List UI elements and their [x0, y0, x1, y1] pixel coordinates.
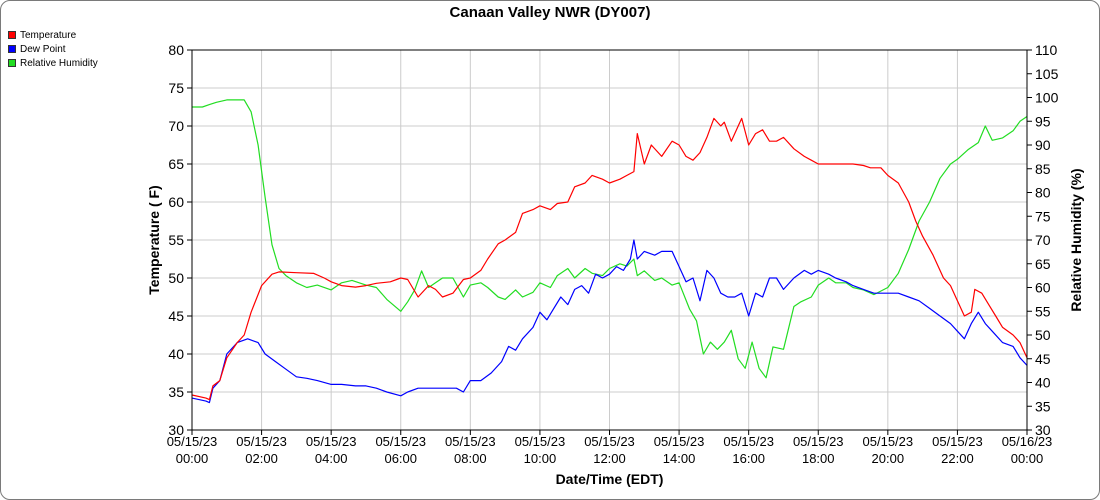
legend-label-dew-point: Dew Point	[20, 43, 66, 55]
legend: Temperature Dew Point Relative Humidity	[8, 28, 98, 70]
x-tick-date: 05/15/23	[236, 434, 287, 449]
right-tick-label: 105	[1035, 66, 1059, 82]
series-layer	[191, 99, 1028, 404]
right-tick-label: 30	[1035, 422, 1051, 438]
x-tick-time: 04:00	[315, 451, 348, 466]
x-tick-date: 05/15/23	[515, 434, 566, 449]
legend-swatch-temperature	[8, 31, 16, 39]
x-tick-date: 05/15/23	[167, 434, 218, 449]
left-tick-label: 45	[168, 308, 184, 324]
legend-item-temperature: Temperature	[8, 28, 98, 42]
x-tick-time: 08:00	[454, 451, 487, 466]
left-tick-label: 80	[168, 42, 184, 58]
x-tick-date: 05/15/23	[375, 434, 426, 449]
right-tick-label: 50	[1035, 327, 1051, 343]
left-tick-label: 75	[168, 80, 184, 96]
right-tick-label: 40	[1035, 375, 1051, 391]
left-tick-label: 40	[168, 346, 184, 362]
right-tick-label: 95	[1035, 113, 1051, 129]
right-tick-label: 85	[1035, 161, 1051, 177]
left-axis-label: Temperature ( F)	[146, 185, 162, 294]
right-tick-label: 35	[1035, 398, 1051, 414]
x-tick-date: 05/15/23	[863, 434, 914, 449]
chart-title: Canaan Valley NWR (DY007)	[449, 4, 651, 21]
right-tick-label: 70	[1035, 232, 1051, 248]
x-tick-date: 05/15/23	[654, 434, 705, 449]
x-tick-date: 05/15/23	[445, 434, 496, 449]
right-tick-label: 80	[1035, 185, 1051, 201]
x-tick-date: 05/15/23	[723, 434, 774, 449]
series-line-temperature	[191, 117, 1028, 401]
right-tick-label: 65	[1035, 256, 1051, 272]
left-axis-ticks: 30 35 40 45 50 55 60 65 70 75 80	[168, 42, 192, 438]
series-line-relative-humidity	[192, 99, 1028, 379]
x-tick-time: 16:00	[732, 451, 765, 466]
right-axis-ticks: 30 35 40 45 50 55 60 65 70 75 80 85 90 95 100 105 110	[1027, 42, 1059, 438]
right-tick-label: 110	[1035, 42, 1058, 58]
right-tick-label: 100	[1035, 90, 1059, 106]
x-tick-date: 05/15/23	[584, 434, 635, 449]
legend-label-temperature: Temperature	[20, 29, 77, 41]
x-tick-time: 00:00	[176, 451, 209, 466]
x-tick-time: 10:00	[524, 451, 557, 466]
x-axis-ticks: 05/15/23 00:00 05/15/23 02:00 05/15/23 04:00 0…	[167, 430, 1053, 466]
x-tick-date: 05/15/23	[793, 434, 844, 449]
x-tick-time: 00:00	[1011, 451, 1044, 466]
left-tick-label: 30	[168, 422, 184, 438]
x-tick-time: 06:00	[384, 451, 417, 466]
x-tick-time: 14:00	[663, 451, 696, 466]
left-tick-label: 70	[168, 118, 184, 134]
x-tick-time: 02:00	[245, 451, 278, 466]
x-tick-time: 22:00	[941, 451, 974, 466]
x-tick-time: 18:00	[802, 451, 835, 466]
grid	[191, 49, 1028, 431]
series-line-dew-point	[191, 239, 1028, 404]
legend-label-relative-humidity: Relative Humidity	[20, 57, 98, 69]
legend-swatch-dew-point	[8, 45, 16, 53]
right-tick-label: 55	[1035, 303, 1051, 319]
left-tick-label: 55	[168, 232, 184, 248]
x-tick-time: 20:00	[872, 451, 905, 466]
left-tick-label: 65	[168, 156, 184, 172]
legend-item-relative-humidity: Relative Humidity	[8, 56, 98, 70]
right-tick-label: 60	[1035, 280, 1051, 296]
x-tick-time: 12:00	[593, 451, 626, 466]
x-axis-label: Date/Time (EDT)	[556, 471, 664, 487]
legend-item-dew-point: Dew Point	[8, 42, 98, 56]
right-axis-label: Relative Humidity (%)	[1068, 168, 1084, 311]
right-tick-label: 90	[1035, 137, 1051, 153]
x-tick-date: 05/16/23	[1002, 434, 1053, 449]
left-tick-label: 50	[168, 270, 184, 286]
x-tick-date: 05/15/23	[932, 434, 983, 449]
left-tick-label: 60	[168, 194, 184, 210]
x-tick-date: 05/15/23	[306, 434, 357, 449]
right-tick-label: 45	[1035, 351, 1051, 367]
legend-swatch-relative-humidity	[8, 59, 16, 67]
right-tick-label: 75	[1035, 208, 1051, 224]
left-tick-label: 35	[168, 384, 184, 400]
